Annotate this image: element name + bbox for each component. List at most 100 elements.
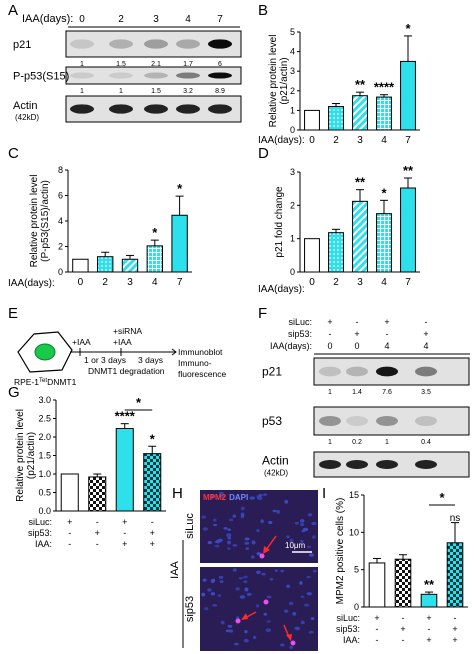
- blot-band: [376, 415, 398, 427]
- nucleus-dot: [211, 578, 216, 583]
- densitometry-value: 3.2: [183, 88, 193, 95]
- bar: [328, 232, 344, 273]
- bar: [368, 562, 386, 608]
- x-tick-label: 3: [357, 277, 363, 288]
- blot-band: [319, 415, 341, 427]
- readout-immunoblot: Immunoblot: [178, 347, 223, 357]
- bracket-significance: *: [136, 395, 142, 410]
- significance-mark: ****: [374, 80, 395, 95]
- blot-band: [176, 72, 200, 79]
- nucleus-dot: [213, 523, 218, 527]
- y-tick-label: 2: [58, 242, 63, 252]
- nucleus-dot: [245, 547, 250, 551]
- densitometry-value: 2.1: [151, 61, 161, 68]
- nucleus-dot: [232, 514, 237, 518]
- nucleus-dot: [219, 580, 224, 584]
- nucleus-dot: [303, 603, 310, 607]
- panel-b-chart: 0 1 2 3 4 5 Relative protein level (p21/actin) 0…: [258, 21, 420, 146]
- bracket-ns: ns: [450, 513, 461, 524]
- blot-band: [70, 72, 94, 79]
- nucleus-dot: [256, 570, 261, 575]
- y-tick-label: 0: [354, 602, 359, 612]
- condition-value: +: [452, 624, 457, 634]
- condition-label: siLuc:: [288, 317, 312, 327]
- condition-value: -: [386, 329, 389, 339]
- significance-mark: ****: [115, 409, 136, 424]
- step1-bottom-label: 1 or 3 days: [84, 355, 126, 365]
- x-axis-title: IAA(days):: [8, 278, 55, 289]
- nucleus-dot: [227, 624, 233, 628]
- panel-c-chart: 0 2 4 6 8 Relative protein level (P-p53(S15)/a…: [8, 165, 192, 289]
- readout-immuno: Immuno-: [178, 358, 212, 368]
- nucleus-dot: [301, 529, 305, 533]
- bar: [328, 105, 344, 131]
- blot-band: [70, 39, 94, 49]
- blot-band: [109, 104, 133, 114]
- nucleus-dot: [207, 541, 212, 545]
- nucleus-dot: [300, 539, 304, 543]
- nucleus-dot: [300, 595, 305, 599]
- mitotic-cell: [235, 618, 241, 624]
- nucleus-dot: [234, 642, 239, 646]
- condition-value: +: [150, 528, 155, 538]
- lane-day-label: 4: [185, 14, 191, 25]
- nucleus-dot: [300, 620, 305, 625]
- x-tick-label: 4: [381, 277, 387, 288]
- y-tick-label: 5: [354, 565, 359, 575]
- significance-mark: **: [355, 77, 366, 92]
- step1-top-label: +IAA: [72, 337, 91, 347]
- cell-line-label: RPE-1TetDNMT1: [14, 377, 77, 387]
- nucleus-dot: [266, 595, 272, 599]
- panel-f-western-blot: siLuc: + - + - sip53: - + - + IAA(days): 0 0 4 4 p21 1 1…: [262, 317, 470, 478]
- nucleus-dot: [306, 575, 311, 579]
- y-axis-label: Relative protein level: [29, 175, 40, 268]
- condition-label: sip53:: [336, 624, 360, 634]
- densitometry-value: 1.5: [116, 61, 126, 68]
- condition-value: +: [67, 517, 72, 527]
- blot-label: P-p53(S15): [13, 71, 69, 83]
- nucleus-dot: [212, 518, 217, 522]
- nucleus-dot: [212, 604, 218, 607]
- nucleus-dot: [299, 581, 303, 585]
- bracket-significance: *: [439, 490, 445, 505]
- densitometry-value: 0.4: [421, 439, 431, 446]
- x-tick-label: 0: [309, 277, 315, 288]
- significance-mark: *: [152, 225, 158, 240]
- nucleus-dot: [252, 635, 257, 640]
- condition-value: 4: [423, 341, 428, 351]
- bar: [146, 245, 163, 273]
- nucleus-dot: [308, 553, 315, 557]
- y-tick-label: 4: [58, 216, 63, 226]
- y-tick-label: 0.0: [38, 506, 51, 516]
- nucleus-dot: [274, 569, 278, 572]
- y-tick-label: 0: [290, 267, 295, 277]
- scale-label: 10μm: [285, 541, 306, 550]
- nucleus-dot: [260, 519, 264, 524]
- panel-letter-f: F: [258, 305, 267, 322]
- condition-value: +: [384, 317, 389, 327]
- nucleus-dot: [217, 594, 222, 598]
- nucleus-dot: [201, 592, 206, 597]
- panel-g-chart: 0.0 0.5 1.0 1.5 2.0 2.5 3.0 Relative protein le…: [15, 395, 166, 549]
- bar: [352, 95, 368, 131]
- condition-value: -: [68, 539, 71, 549]
- condition-label: IAA:: [343, 635, 360, 645]
- x-tick-label: 0: [309, 135, 315, 146]
- condition-value: +: [374, 613, 379, 623]
- nucleus-dot: [263, 493, 268, 497]
- y-tick-label: 2.5: [38, 414, 51, 424]
- x-tick-label: 2: [102, 277, 108, 288]
- blot-band: [319, 460, 341, 469]
- bar: [420, 593, 438, 608]
- blot-band: [208, 72, 232, 79]
- significance-mark: *: [150, 431, 156, 446]
- condition-value: -: [376, 635, 379, 645]
- bar: [400, 187, 416, 273]
- significance-mark: **: [355, 175, 366, 190]
- condition-value: +: [150, 539, 155, 549]
- nucleus-dot: [276, 509, 281, 514]
- y-tick-label: 6: [58, 191, 63, 201]
- blot-band: [319, 366, 341, 377]
- y-tick-label: 8: [58, 165, 63, 175]
